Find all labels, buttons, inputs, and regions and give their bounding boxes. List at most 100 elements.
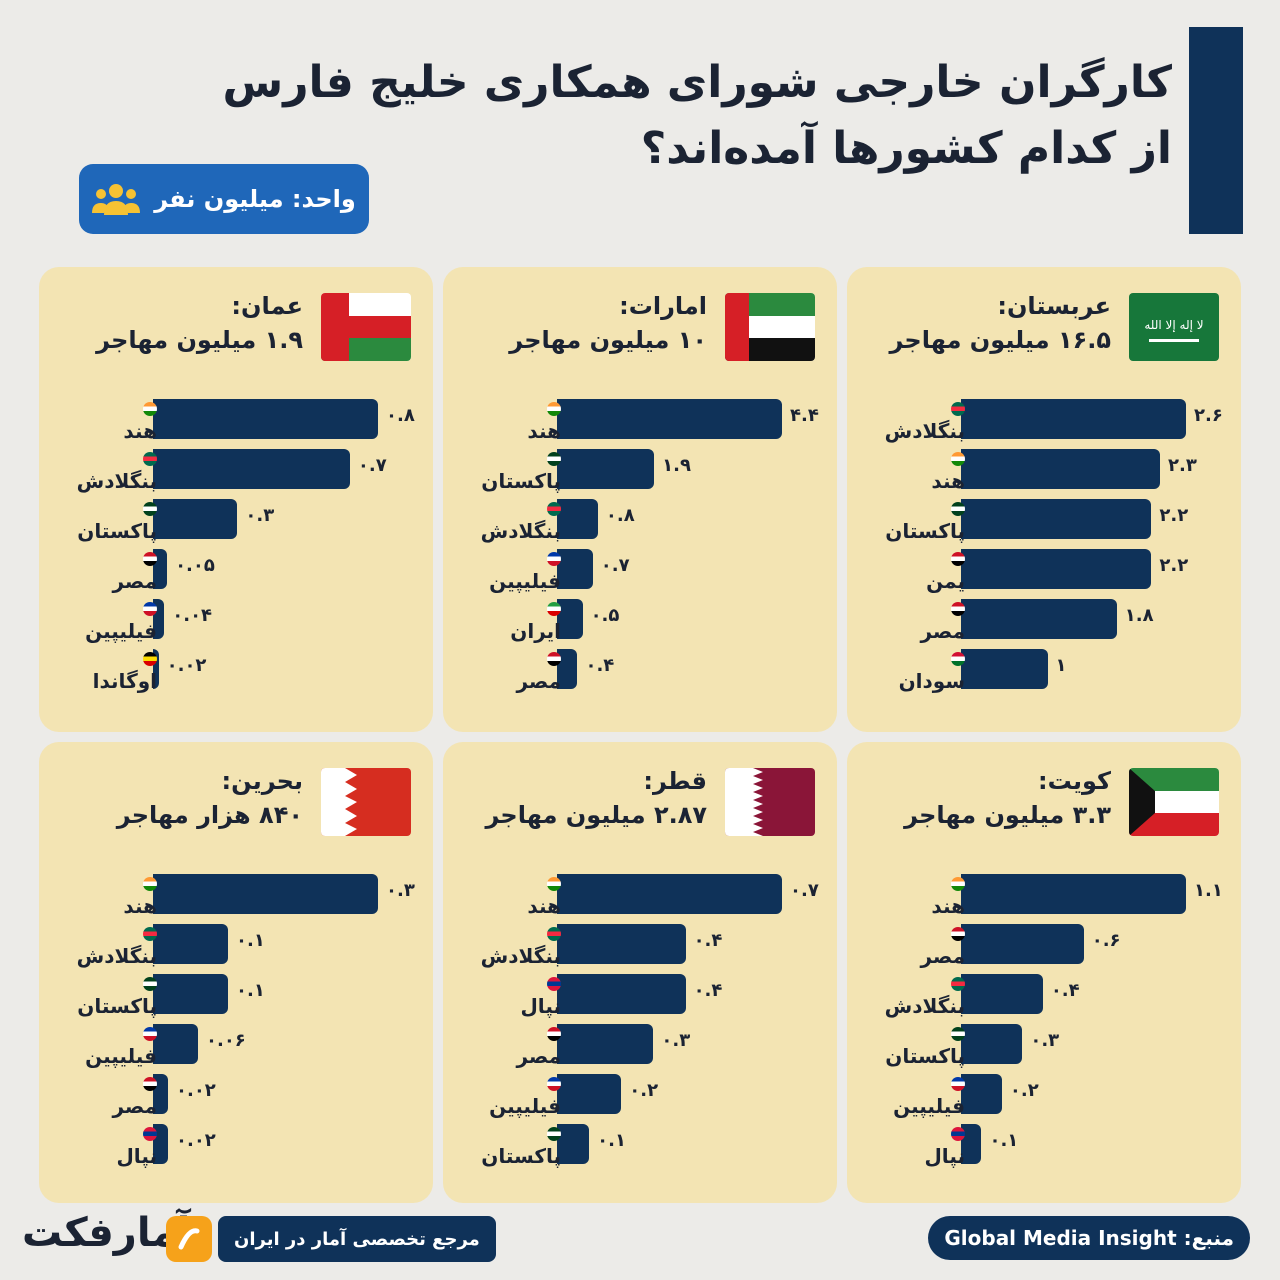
chart-subtitle: ۱.۹ میلیون مهاجر xyxy=(96,326,303,354)
bar xyxy=(557,599,583,639)
flag-india-icon xyxy=(951,452,965,466)
source-label: منبع: Global Media Insight xyxy=(928,1216,1250,1260)
category-label: مصر xyxy=(516,669,561,693)
title-accent-bar xyxy=(1189,27,1243,234)
bar-row: ۰.۵ ایران xyxy=(443,599,837,649)
chart-card-kuwait: کویت: ۳.۳ میلیون مهاجر ۱.۱ هند ۰.۶ مصر ۰.۴ بنگل… xyxy=(847,742,1241,1203)
bar-row: ۲.۲ یمن xyxy=(847,549,1241,599)
data-label: ۱ xyxy=(1055,655,1067,676)
flag-india-icon xyxy=(547,877,561,891)
chart-header: عمان: ۱.۹ میلیون مهاجر xyxy=(96,289,303,357)
flag-qatar-icon xyxy=(725,768,815,836)
flag-egypt-icon xyxy=(951,927,965,941)
flag-bangladesh-icon xyxy=(547,927,561,941)
data-label: ۰.۷ xyxy=(790,880,819,901)
bar xyxy=(153,649,159,689)
bar-row: ۰.۷ فیلیپین xyxy=(443,549,837,599)
bar xyxy=(961,1074,1002,1114)
category-label: سودان xyxy=(898,669,965,693)
category-label: نپال xyxy=(924,1144,965,1168)
data-label: ۰.۰۵ xyxy=(175,555,215,576)
bar-row: ۲.۳ هند xyxy=(847,449,1241,499)
category-cell: پاکستان xyxy=(77,977,157,1017)
data-label: ۰.۷ xyxy=(357,455,387,476)
brand-logo-text: آمارفکت xyxy=(22,1210,191,1256)
category-label: هند xyxy=(931,894,965,918)
unit-label: واحد: میلیون نفر xyxy=(154,185,356,213)
bar xyxy=(961,874,1186,914)
data-label: ۲.۲ xyxy=(1159,555,1189,576)
category-cell: مصر xyxy=(112,1077,157,1117)
bar-row: ۱.۹ پاکستان xyxy=(443,449,837,499)
data-label: ۰.۰۴ xyxy=(172,605,213,626)
bar-row: ۰.۰۵ مصر xyxy=(39,549,433,599)
bar-row: ۰.۴ بنگلادش xyxy=(443,924,837,974)
flag-saudi-arabia-icon: لا إله إلا الله xyxy=(1129,293,1219,361)
category-label: هند xyxy=(527,419,561,443)
data-label: ۰.۱ xyxy=(236,980,265,1001)
svg-text:لا إله إلا الله: لا إله إلا الله xyxy=(1144,318,1203,332)
category-cell: مصر xyxy=(920,602,965,642)
data-label: ۲.۲ xyxy=(1159,505,1189,526)
category-label: بنگلادش xyxy=(884,419,965,443)
chart-card-saudi-arabia: لا إله إلا الله عربستان: ۱۶.۵ میلیون مهاجر… xyxy=(847,267,1241,732)
category-cell: بنگلادش xyxy=(885,977,965,1017)
data-label: ۰.۰۲ xyxy=(176,1080,216,1101)
bar xyxy=(153,924,228,964)
category-label: فیلیپین xyxy=(489,569,561,593)
brand-icon xyxy=(166,1216,212,1262)
flag-egypt-icon xyxy=(143,1077,157,1091)
flag-philippines-icon xyxy=(143,602,157,616)
category-label: هند xyxy=(931,469,965,493)
category-label: فیلیپین xyxy=(489,1094,561,1118)
page-title: کارگران خارجی شورای همکاری خلیج فارس از … xyxy=(72,50,1172,182)
flag-egypt-icon xyxy=(547,1027,561,1041)
bar-row: ۰.۱ پاکستان xyxy=(443,1124,837,1174)
data-label: ۰.۳ xyxy=(245,505,275,526)
category-cell: فیلیپین xyxy=(85,1027,157,1067)
category-label: نپال xyxy=(116,1144,157,1168)
bar-row: ۰.۰۲ نپال xyxy=(39,1124,433,1174)
category-label: بنگلادش xyxy=(884,994,965,1018)
category-label: مصر xyxy=(920,944,965,968)
data-label: ۰.۴ xyxy=(693,980,723,1001)
category-cell: پاکستان xyxy=(481,452,561,492)
bar xyxy=(153,499,238,539)
bar xyxy=(557,449,655,489)
flag-bahrain-icon xyxy=(321,768,411,836)
data-label: ۱.۹ xyxy=(662,455,691,476)
chart-card-qatar: قطر: ۲.۸۷ میلیون مهاجر ۰.۷ هند ۰.۴ بنگلادش ۰.۴… xyxy=(443,742,837,1203)
category-cell: اوگاندا xyxy=(93,652,157,692)
bar xyxy=(961,924,1084,964)
category-cell: بنگلادش xyxy=(481,502,561,542)
category-label: فیلیپین xyxy=(85,619,157,643)
bar-row: ۰.۰۲ اوگاندا xyxy=(39,649,433,699)
chart-subtitle: ۲.۸۷ میلیون مهاجر xyxy=(485,801,708,829)
flag-nepal-icon xyxy=(547,977,561,991)
category-label: پاکستان xyxy=(77,519,157,543)
chart-title: عربستان: xyxy=(997,292,1111,320)
category-cell: پاکستان xyxy=(885,1027,965,1067)
bar xyxy=(557,874,782,914)
category-cell: پاکستان xyxy=(481,1127,561,1167)
bar-row: ۰.۴ مصر xyxy=(443,649,837,699)
data-label: ۰.۰۲ xyxy=(166,655,207,676)
category-label: نپال xyxy=(520,994,561,1018)
chart-header: کویت: ۳.۳ میلیون مهاجر xyxy=(904,764,1111,832)
data-label: ۰.۶ xyxy=(1091,930,1121,951)
reference-label: مرجع تخصصی آمار در ایران xyxy=(218,1216,496,1262)
category-cell: یمن xyxy=(926,552,965,592)
category-label: مصر xyxy=(920,619,965,643)
chart-header: امارات: ۱۰ میلیون مهاجر xyxy=(509,289,707,357)
flag-philippines-icon xyxy=(547,552,561,566)
chart-header: قطر: ۲.۸۷ میلیون مهاجر xyxy=(486,764,708,832)
category-label: یمن xyxy=(926,569,965,593)
data-label: ۰.۱ xyxy=(597,1130,626,1151)
bar-row: ۰.۳ پاکستان xyxy=(847,1024,1241,1074)
bar xyxy=(557,399,782,439)
title-line-1: کارگران خارجی شورای همکاری خلیج فارس xyxy=(222,57,1172,108)
bar-row: ۰.۱ پاکستان xyxy=(39,974,433,1024)
flag-bangladesh-icon xyxy=(951,402,965,416)
category-cell: فیلیپین xyxy=(85,602,157,642)
category-cell: مصر xyxy=(920,927,965,967)
